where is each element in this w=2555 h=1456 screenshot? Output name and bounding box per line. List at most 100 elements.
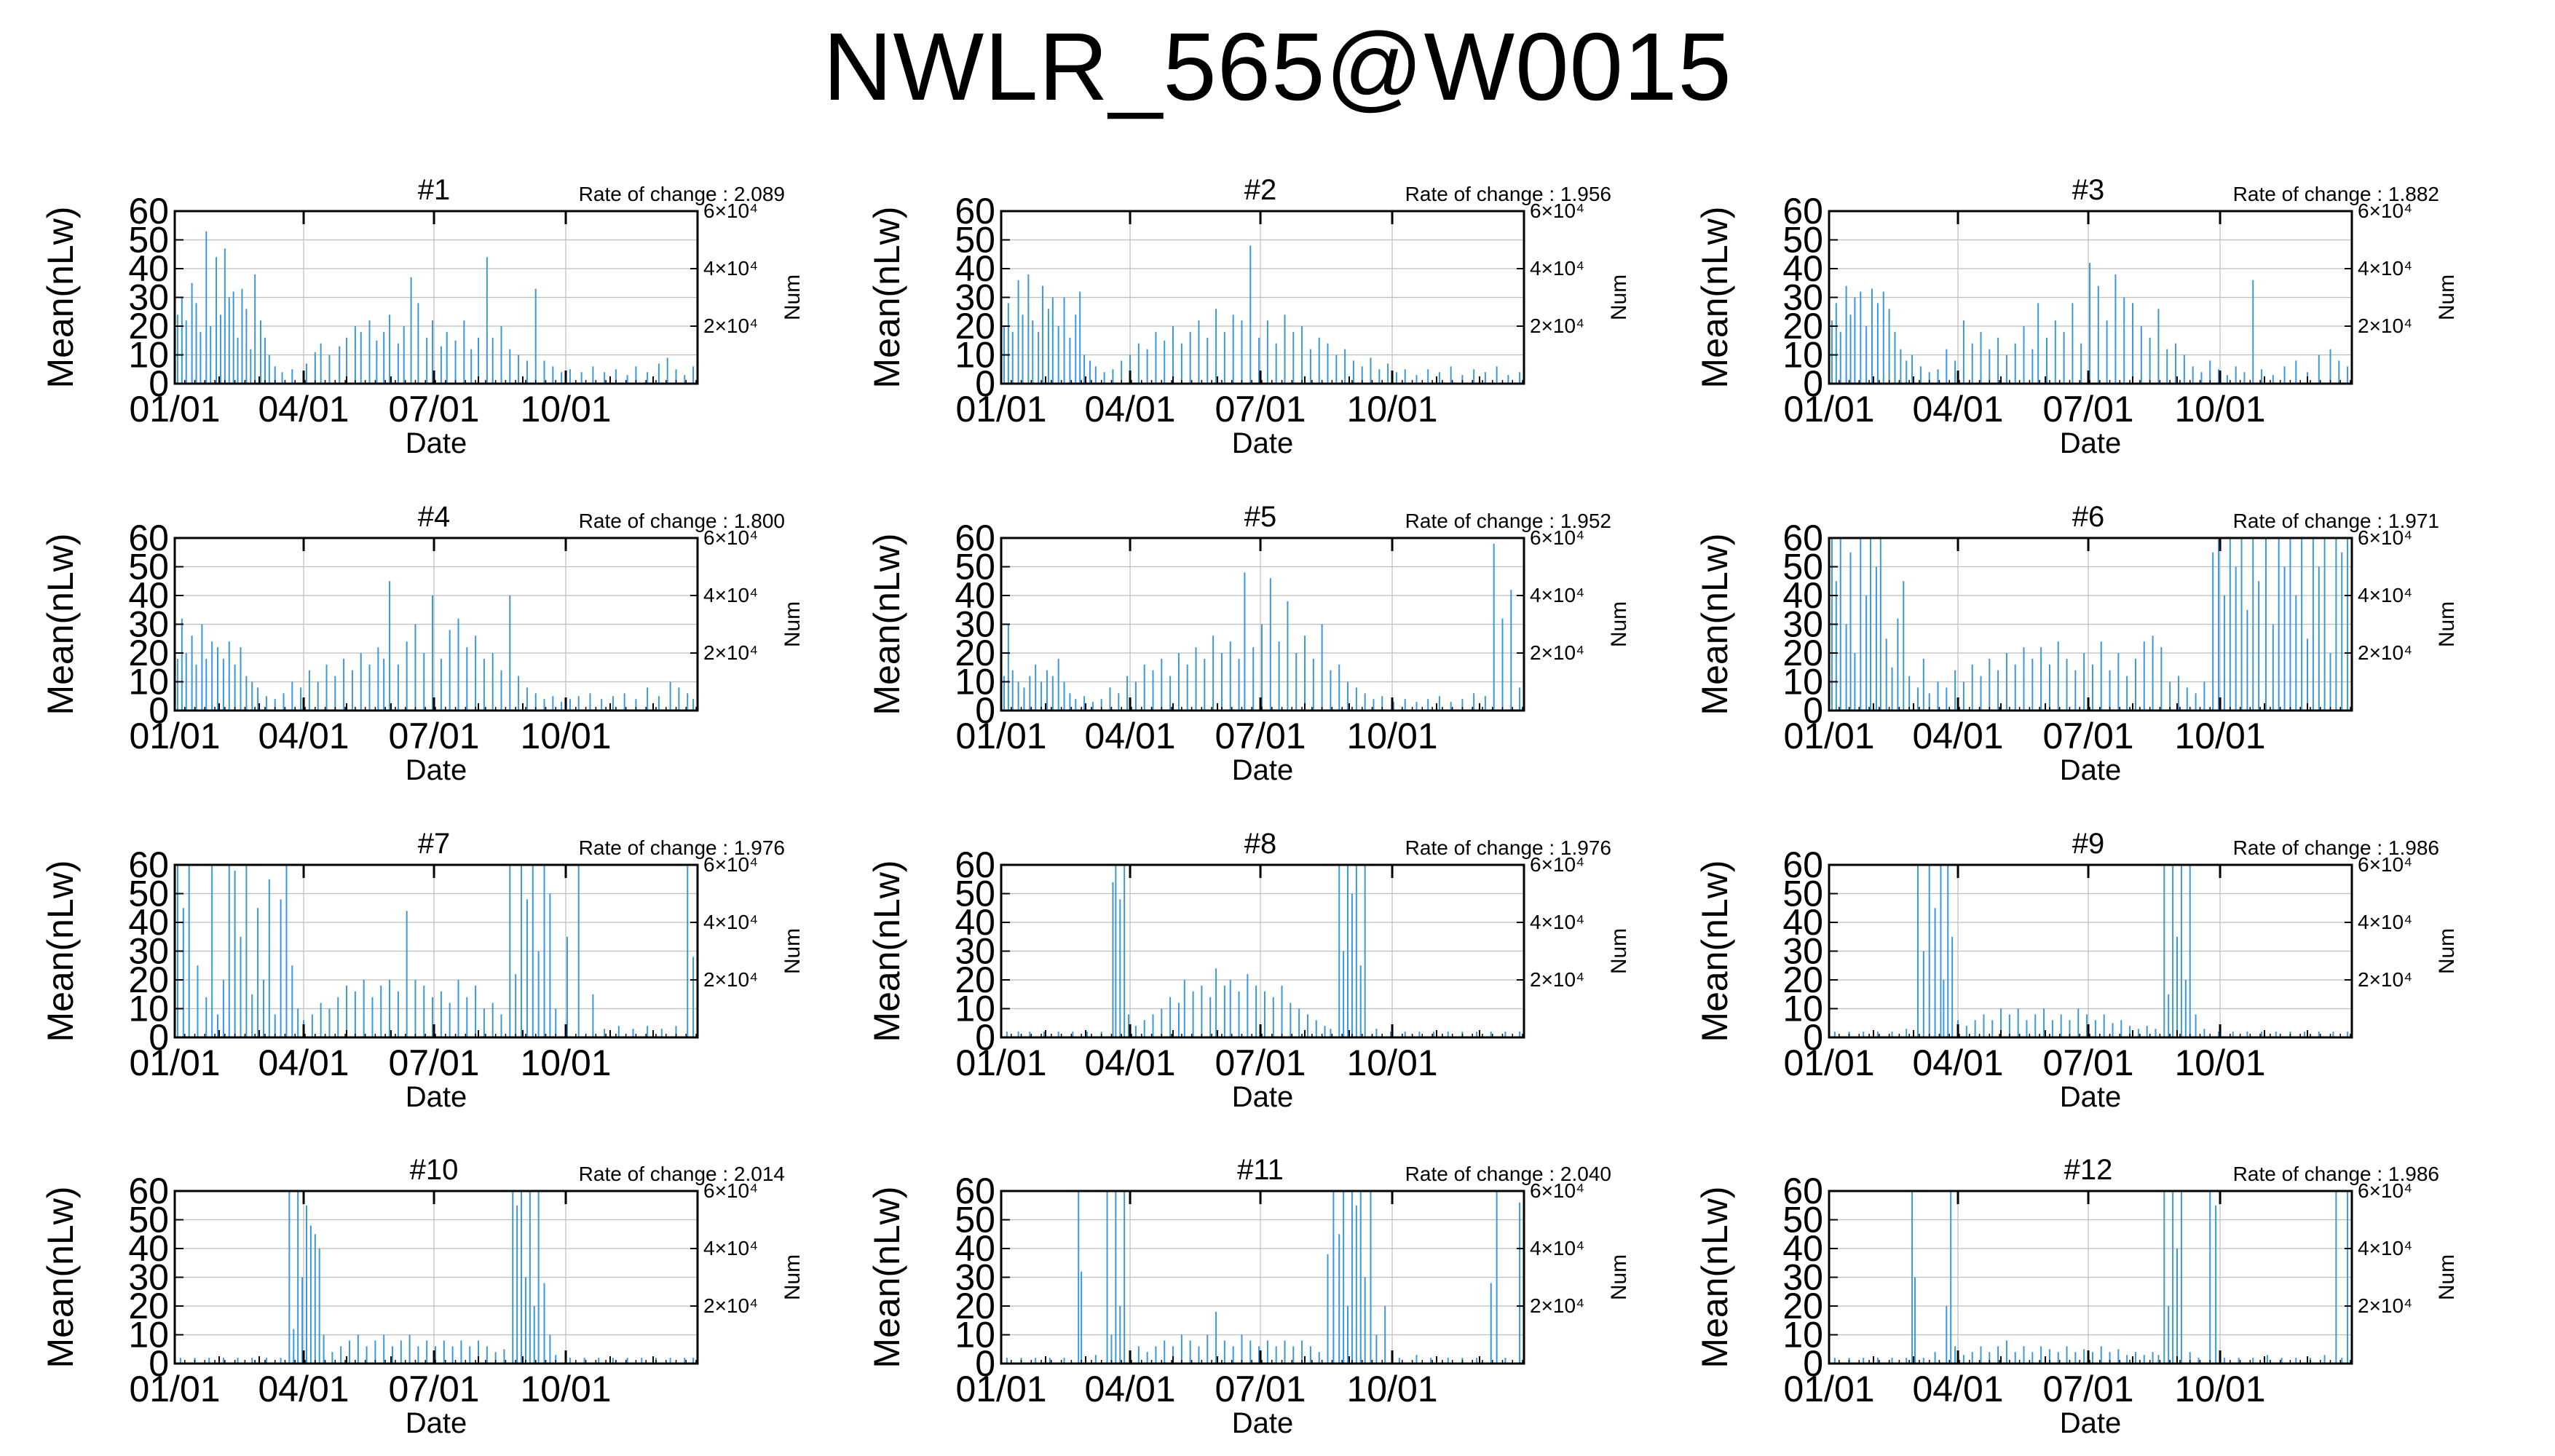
y-axis-label: Mean(nLw) — [1694, 860, 1735, 1042]
y2-axis-label: Num — [781, 1254, 805, 1300]
y2-tick-label: 2×10⁴ — [2358, 314, 2412, 337]
panel-title: #4 — [418, 501, 451, 533]
panel-title: #7 — [418, 828, 451, 860]
y-tick-label: 50 — [955, 1200, 995, 1241]
y-tick-label: 50 — [1782, 547, 1823, 587]
x-tick-label: 04/01 — [1084, 389, 1175, 430]
y2-tick-label: 6×10⁴ — [2358, 526, 2412, 549]
y-tick-label: 40 — [955, 248, 995, 289]
rate-of-change-label: Rate of change : 1.800 — [579, 510, 785, 532]
y-tick-label: 10 — [128, 989, 169, 1029]
x-tick-label: 10/01 — [2174, 1369, 2265, 1409]
y-tick-label: 40 — [1782, 575, 1823, 616]
y2-axis-label: Num — [781, 274, 805, 320]
y-tick-label: 40 — [1782, 248, 1823, 289]
y-tick-label: 20 — [955, 633, 995, 673]
y2-tick-label: 2×10⁴ — [1530, 314, 1584, 337]
y2-tick-label: 6×10⁴ — [703, 853, 758, 876]
y-tick-label: 40 — [955, 575, 995, 616]
y-tick-label: 50 — [128, 220, 169, 261]
y-axis-label: Mean(nLw) — [866, 533, 907, 715]
rate-of-change-label: Rate of change : 1.882 — [2233, 183, 2439, 205]
x-tick-label: 07/01 — [388, 389, 479, 430]
x-tick-label: 10/01 — [2174, 716, 2265, 756]
x-tick-label: 10/01 — [2174, 1042, 2265, 1083]
x-tick-label: 07/01 — [388, 1042, 479, 1083]
x-tick-label: 04/01 — [1084, 716, 1175, 756]
x-tick-label: 07/01 — [2042, 716, 2133, 756]
x-tick-label: 07/01 — [2042, 389, 2133, 430]
y2-tick-label: 6×10⁴ — [1530, 526, 1584, 549]
y2-tick-label: 2×10⁴ — [703, 641, 758, 664]
rate-of-change-label: Rate of change : 1.976 — [1405, 836, 1611, 859]
y-axis-label: Mean(nLw) — [40, 206, 81, 388]
y-tick-label: 50 — [1782, 874, 1823, 914]
y-tick-label: 20 — [955, 306, 995, 347]
x-tick-label: 04/01 — [1912, 1369, 2003, 1409]
y-tick-label: 40 — [1782, 902, 1823, 943]
x-tick-label: 04/01 — [1912, 389, 2003, 430]
y-tick-label: 0 — [149, 1343, 169, 1384]
y-tick-label: 10 — [1782, 662, 1823, 703]
y2-tick-label: 6×10⁴ — [703, 1179, 758, 1202]
x-tick-label: 04/01 — [1912, 716, 2003, 756]
rate-of-change-label: Rate of change : 1.986 — [2233, 836, 2439, 859]
x-axis-label: Date — [406, 1081, 467, 1113]
y-tick-label: 0 — [975, 363, 995, 404]
y-tick-label: 0 — [1803, 1017, 1823, 1058]
y2-tick-label: 4×10⁴ — [703, 584, 758, 606]
x-tick-label: 01/01 — [1783, 389, 1874, 430]
y-tick-label: 20 — [955, 1286, 995, 1326]
x-tick-label: 10/01 — [520, 716, 611, 756]
rate-of-change-label: Rate of change : 2.040 — [1405, 1163, 1611, 1185]
y-tick-label: 0 — [975, 1343, 995, 1384]
x-axis-label: Date — [1232, 1407, 1294, 1439]
y-tick-label: 60 — [1782, 844, 1823, 885]
x-tick-label: 01/01 — [955, 1042, 1046, 1083]
y2-tick-label: 6×10⁴ — [1530, 1179, 1584, 1202]
y2-tick-label: 4×10⁴ — [1530, 257, 1584, 280]
x-axis-label: Date — [1232, 427, 1294, 459]
x-tick-label: 04/01 — [258, 389, 349, 430]
y2-tick-label: 4×10⁴ — [703, 1237, 758, 1259]
y-tick-label: 0 — [975, 690, 995, 731]
y2-tick-label: 2×10⁴ — [2358, 641, 2412, 664]
y-tick-label: 0 — [1803, 690, 1823, 731]
x-tick-label: 07/01 — [388, 716, 479, 756]
y-tick-label: 30 — [128, 277, 169, 318]
y-tick-label: 40 — [128, 902, 169, 943]
y-tick-label: 50 — [955, 547, 995, 587]
y-tick-label: 40 — [1782, 1228, 1823, 1269]
y2-tick-label: 2×10⁴ — [2358, 968, 2412, 991]
y2-axis-label: Num — [2435, 274, 2459, 320]
y-axis-label: Mean(nLw) — [40, 860, 81, 1042]
panel-title: #5 — [1244, 501, 1277, 533]
y-tick-label: 60 — [955, 1171, 995, 1211]
y2-axis-label: Num — [1607, 1254, 1631, 1300]
y-tick-label: 60 — [1782, 1171, 1823, 1211]
y-tick-label: 50 — [128, 874, 169, 914]
x-tick-label: 07/01 — [2042, 1369, 2133, 1409]
y-tick-label: 40 — [955, 902, 995, 943]
y-tick-label: 40 — [955, 1228, 995, 1269]
rate-of-change-label: Rate of change : 1.976 — [579, 836, 785, 859]
y-tick-label: 0 — [975, 1017, 995, 1058]
y2-tick-label: 2×10⁴ — [703, 968, 758, 991]
y-tick-label: 20 — [955, 960, 995, 1000]
panel-title: #3 — [2072, 174, 2105, 206]
x-tick-label: 01/01 — [1783, 1369, 1874, 1409]
y2-tick-label: 2×10⁴ — [1530, 641, 1584, 664]
y-tick-label: 10 — [128, 1315, 169, 1356]
y-tick-label: 30 — [955, 604, 995, 645]
y2-tick-label: 6×10⁴ — [2358, 853, 2412, 876]
x-tick-label: 04/01 — [258, 716, 349, 756]
y-tick-label: 50 — [128, 547, 169, 587]
y2-tick-label: 2×10⁴ — [1530, 968, 1584, 991]
panel-title: #8 — [1244, 828, 1277, 860]
y2-tick-label: 4×10⁴ — [703, 911, 758, 933]
y-tick-label: 30 — [955, 277, 995, 318]
y2-tick-label: 4×10⁴ — [2358, 584, 2412, 606]
y-axis-label: Mean(nLw) — [1694, 206, 1735, 388]
y-tick-label: 10 — [1782, 335, 1823, 376]
y2-axis-label: Num — [1607, 601, 1631, 647]
